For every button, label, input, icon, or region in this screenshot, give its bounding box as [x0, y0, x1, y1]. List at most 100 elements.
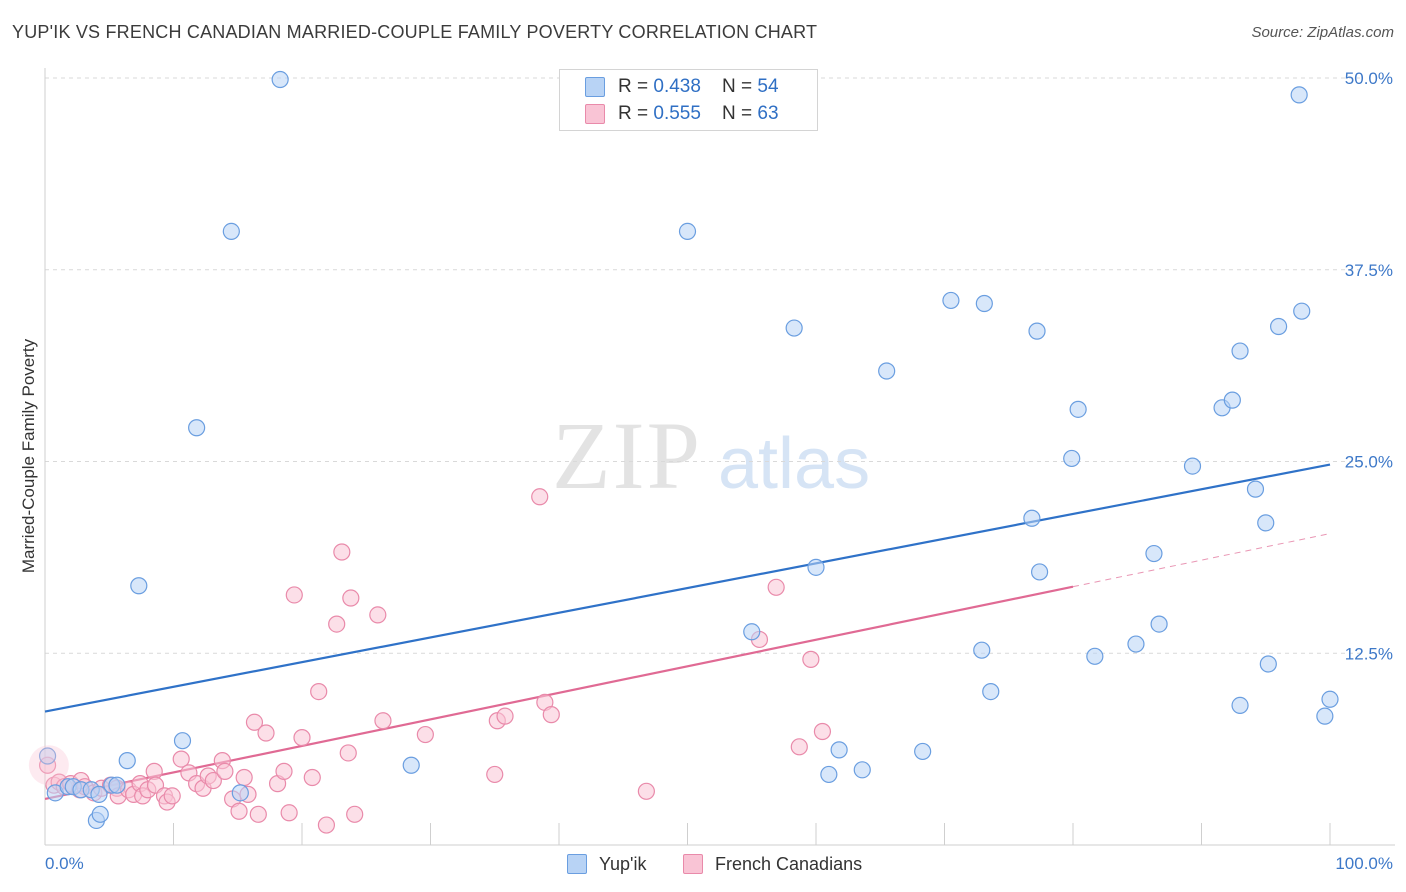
source-label: Source: ZipAtlas.com: [1251, 24, 1394, 41]
yupik-point: [1086, 647, 1104, 665]
axis-labels: 12.5% 25.0% 37.5% 50.0% 0.0% 100.0% Married-Co…: [19, 69, 1393, 873]
yupik-point: [1257, 514, 1275, 532]
legend-row-yupik: R = 0.438 N = 54: [585, 75, 779, 99]
yupik-point: [878, 362, 896, 380]
yupik-point: [820, 765, 838, 784]
yupik-point: [1069, 400, 1087, 418]
legend-n-label: N =: [722, 103, 758, 124]
legend-text-yupik: R = 0.438 N = 54: [618, 76, 779, 98]
bottom-legend-swatch-yupik: [567, 854, 587, 874]
yupik-point: [130, 577, 148, 595]
yupik-point: [1030, 563, 1049, 581]
french-canadian-point: [257, 724, 275, 742]
bottom-legend-yupik: Yup'ik: [567, 852, 646, 876]
yupik-point: [743, 623, 761, 641]
legend-r-value: 0.438: [653, 76, 701, 97]
yupik-point: [830, 741, 848, 759]
french-canadian-point: [310, 682, 328, 701]
yupik-point: [90, 785, 108, 803]
trend-lines: [44, 463, 1331, 801]
french-canadian-point: [339, 744, 357, 762]
yupik-point: [91, 805, 109, 823]
yupik-point: [1145, 544, 1163, 563]
legend-r-label: R =: [618, 76, 654, 97]
yupik-point: [853, 761, 871, 779]
y-tick-label: 50.0%: [1345, 69, 1393, 88]
legend-n-value: 54: [757, 76, 779, 97]
watermark: ZIP atlas: [552, 402, 870, 509]
yupik-point: [118, 752, 136, 770]
legend-r-label: R =: [618, 103, 654, 124]
yupik-point: [173, 732, 192, 750]
yupik-point: [1231, 696, 1249, 715]
french-canadian-trend-line: [44, 585, 1074, 801]
yupik-point: [402, 756, 420, 774]
french-canadian-point: [328, 615, 346, 633]
french-canadian-point: [216, 762, 234, 780]
y-tick-label: 12.5%: [1345, 644, 1393, 663]
legend-swatch-french-canadians: [585, 104, 605, 124]
bottom-legend-french-canadians: French Canadians: [683, 852, 862, 876]
grid-lines: [45, 77, 1360, 654]
french-canadian-point: [531, 488, 549, 506]
french-canadian-point: [230, 802, 248, 820]
french-canadian-point: [204, 771, 222, 790]
french-canadian-point: [802, 650, 820, 668]
watermark-atlas: atlas: [718, 424, 870, 504]
yupik-point: [222, 222, 240, 240]
french-canadian-point: [369, 606, 387, 624]
french-canadian-point: [486, 765, 504, 784]
french-canadian-point: [790, 738, 808, 756]
bottom-legend-swatch-french-canadians: [683, 854, 703, 874]
yupik-point: [1316, 707, 1334, 725]
french-canadian-point: [275, 762, 293, 780]
french-canadian-trend-extension: [1072, 533, 1331, 588]
french-canadian-point: [303, 768, 321, 787]
french-canadian-point: [496, 707, 514, 725]
yupik-point: [38, 747, 57, 765]
yupik-point: [785, 319, 803, 337]
yupik-point: [188, 419, 206, 437]
yupik-point: [1063, 449, 1081, 468]
yupik-point: [1127, 635, 1145, 653]
french-canadian-point: [293, 729, 311, 747]
french-canadian-point: [163, 787, 181, 805]
watermark-zip: ZIP: [552, 402, 702, 509]
y-axis-title: Married-Couple Family Poverty: [19, 338, 38, 573]
yupik-point: [1290, 86, 1308, 104]
yupik-point: [231, 784, 249, 802]
french-canadian-point: [245, 713, 264, 731]
french-canadian-point: [317, 816, 336, 834]
french-canadian-point: [542, 706, 560, 724]
yupik-point: [1183, 457, 1202, 475]
french-canadian-point: [637, 782, 655, 800]
legend-n-value: 63: [757, 103, 779, 124]
french-canadian-point: [416, 725, 434, 744]
french-canadian-point: [342, 589, 360, 607]
axes: [44, 68, 1395, 846]
yupik-point: [942, 291, 960, 310]
y-tick-label: 25.0%: [1345, 453, 1393, 472]
yupik-point: [1293, 302, 1311, 320]
french-canadian-point: [249, 805, 267, 823]
yupik-point: [973, 641, 991, 659]
french-canadian-cluster-bubble: [28, 745, 69, 786]
french-canadian-point: [172, 750, 190, 768]
french-canadian-point: [280, 804, 298, 822]
yupik-point: [108, 776, 126, 794]
yupik-point: [1028, 322, 1046, 340]
bottom-legend-label-yupik: Yup'ik: [599, 853, 647, 874]
legend-n-label: N =: [722, 76, 758, 97]
yupik-point: [271, 70, 289, 89]
yupik-point: [1321, 690, 1339, 708]
french-canadian-point: [374, 712, 392, 730]
yupik-point: [678, 222, 697, 240]
legend-text-french-canadians: R = 0.555 N = 63: [618, 103, 779, 125]
yupik-point: [914, 742, 932, 761]
yupik-point: [975, 294, 993, 313]
legend-r-value: 0.555: [653, 103, 701, 124]
yupik-point: [1231, 342, 1249, 360]
legend-row-french-canadians: R = 0.555 N = 63: [585, 102, 779, 126]
yupik-point: [1150, 615, 1168, 633]
